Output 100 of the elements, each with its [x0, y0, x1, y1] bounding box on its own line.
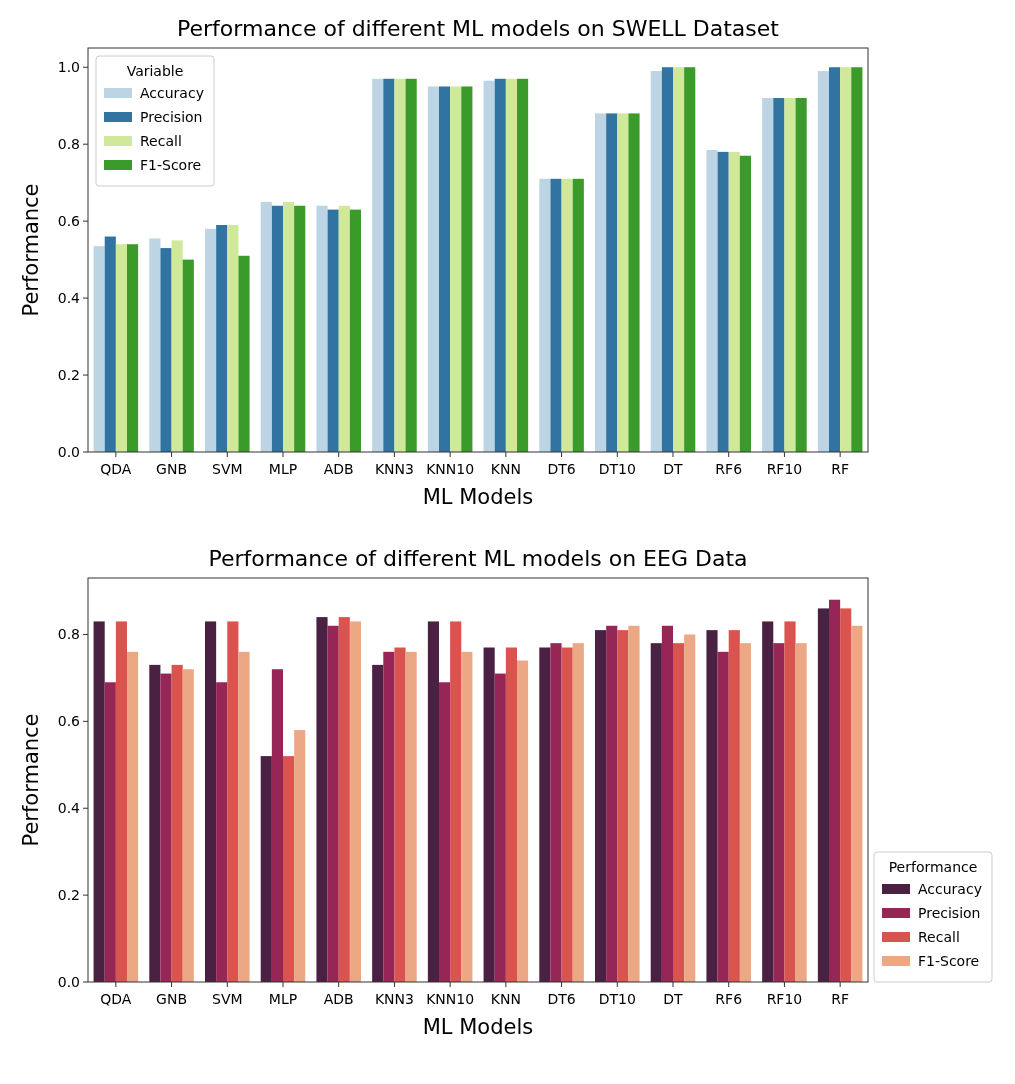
bar — [483, 80, 495, 452]
y-tick-label: 0.6 — [57, 713, 81, 730]
x-tick-label: DT6 — [547, 461, 576, 477]
bar — [461, 651, 473, 982]
bar — [762, 98, 774, 452]
legend-label: Accuracy — [918, 881, 982, 897]
bar — [171, 664, 183, 982]
bar — [205, 621, 217, 982]
x-tick-label: SVM — [212, 461, 243, 477]
bar — [394, 647, 406, 982]
x-tick-label: QDA — [100, 991, 132, 1007]
bar — [182, 669, 194, 982]
bar — [673, 643, 685, 982]
bar — [661, 625, 673, 982]
y-axis-title: Performance — [19, 713, 43, 847]
bar — [450, 621, 462, 982]
bar — [494, 673, 506, 982]
bar — [517, 78, 529, 452]
bar — [160, 673, 172, 982]
bar — [494, 78, 506, 452]
x-tick-label: KNN3 — [374, 461, 414, 477]
y-tick-label: 0.2 — [57, 887, 80, 904]
bar — [739, 155, 751, 452]
chart-title: Performance of different ML models on SWELL Dataset — [177, 16, 780, 41]
bar — [661, 67, 673, 452]
bar — [327, 209, 339, 452]
legend-label: F1-Score — [140, 157, 202, 173]
bar — [706, 149, 718, 452]
bar — [216, 224, 228, 452]
bar — [327, 625, 339, 982]
bar — [115, 244, 127, 452]
bar — [517, 660, 529, 982]
bar — [283, 201, 295, 452]
y-tick-label: 0.0 — [57, 973, 80, 990]
bar — [160, 248, 172, 452]
bar — [795, 98, 807, 452]
x-tick-label: DT6 — [547, 991, 576, 1007]
x-tick-label: GNB — [156, 461, 188, 477]
bar — [383, 78, 395, 452]
y-tick-label: 0.2 — [57, 366, 80, 383]
x-tick-label: RF6 — [715, 991, 743, 1007]
bar — [93, 621, 105, 982]
bar — [372, 78, 384, 452]
x-tick-label: DT10 — [598, 461, 636, 477]
bar — [595, 113, 607, 452]
bar — [762, 621, 774, 982]
x-tick-label: ADB — [323, 991, 354, 1007]
bar — [149, 238, 161, 452]
x-tick-label: GNB — [156, 991, 188, 1007]
bar — [505, 647, 517, 982]
x-tick-label: MLP — [268, 991, 298, 1007]
x-tick-label: DT — [663, 991, 684, 1007]
bar — [650, 71, 662, 452]
bar — [784, 98, 796, 452]
x-tick-label: RF10 — [766, 461, 803, 477]
x-tick-label: SVM — [212, 991, 243, 1007]
legend-label: Precision — [918, 905, 981, 921]
bar — [349, 621, 361, 982]
bar — [572, 178, 584, 452]
bar — [115, 621, 127, 982]
bar — [171, 240, 183, 452]
bar — [817, 71, 829, 452]
bar — [427, 621, 439, 982]
bar — [450, 86, 462, 452]
bar — [617, 113, 629, 452]
bar — [439, 86, 451, 452]
bar — [539, 647, 551, 982]
bar — [427, 86, 439, 452]
bar — [851, 625, 863, 982]
bar — [784, 621, 796, 982]
x-axis-title: ML Models — [422, 485, 534, 509]
x-tick-label: KNN10 — [426, 461, 475, 477]
legend-label: Recall — [918, 929, 960, 945]
bar — [205, 228, 217, 452]
bar — [260, 756, 272, 982]
bar — [628, 625, 640, 982]
x-tick-label: RF — [831, 991, 850, 1007]
bar — [706, 630, 718, 982]
bar — [405, 651, 417, 982]
legend-title: Performance — [888, 859, 978, 875]
bar — [773, 98, 785, 452]
x-tick-label: KNN3 — [374, 991, 414, 1007]
bar — [617, 630, 629, 982]
bar — [104, 236, 116, 452]
bar — [338, 205, 350, 452]
x-tick-label: DT — [663, 461, 684, 477]
bar — [349, 209, 361, 452]
bar — [840, 67, 852, 452]
x-tick-label: MLP — [268, 461, 298, 477]
bar — [728, 630, 740, 982]
bar — [149, 664, 161, 982]
bar — [684, 67, 696, 452]
x-tick-label: KNN — [490, 461, 521, 477]
legend-title: Variable — [126, 63, 184, 79]
y-tick-label: 1.0 — [57, 59, 80, 76]
bar — [606, 625, 618, 982]
bar — [238, 255, 250, 452]
bar — [294, 205, 306, 452]
bar — [405, 78, 417, 452]
bar — [461, 86, 473, 452]
